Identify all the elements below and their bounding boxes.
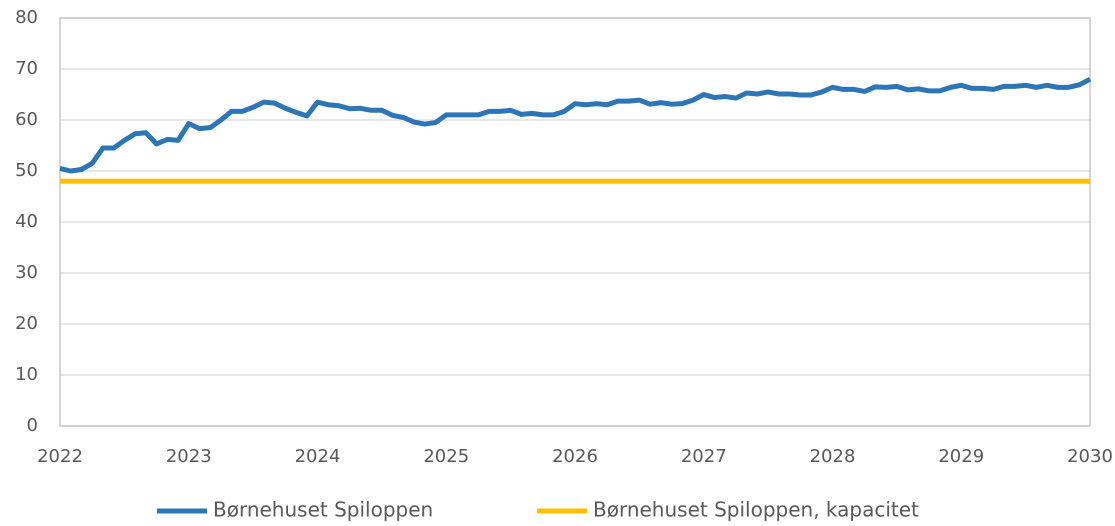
legend-label: Børnehuset Spiloppen (213, 498, 433, 522)
x-tick-label: 2022 (37, 446, 83, 467)
x-tick-label: 2029 (938, 446, 984, 467)
plot-border (59, 17, 1091, 427)
y-tick-label: 0 (27, 415, 38, 436)
y-tick-label: 50 (15, 160, 38, 181)
y-tick-label: 30 (15, 262, 38, 283)
y-tick-label: 80 (15, 7, 38, 28)
x-tick-label: 2023 (166, 446, 212, 467)
y-tick-label: 10 (15, 364, 38, 385)
x-tick-label: 2024 (295, 446, 341, 467)
y-tick-label: 60 (15, 109, 38, 130)
x-tick-label: 2025 (423, 446, 469, 467)
y-tick-label: 20 (15, 313, 38, 334)
legend-label: Børnehuset Spiloppen, kapacitet (593, 498, 919, 522)
y-tick-label: 70 (15, 58, 38, 79)
x-tick-label: 2030 (1067, 446, 1113, 467)
x-tick-label: 2027 (681, 446, 727, 467)
x-tick-label: 2026 (552, 446, 598, 467)
y-tick-label: 40 (15, 211, 38, 232)
series-line (59, 76, 1092, 174)
x-tick-label: 2028 (810, 446, 856, 467)
